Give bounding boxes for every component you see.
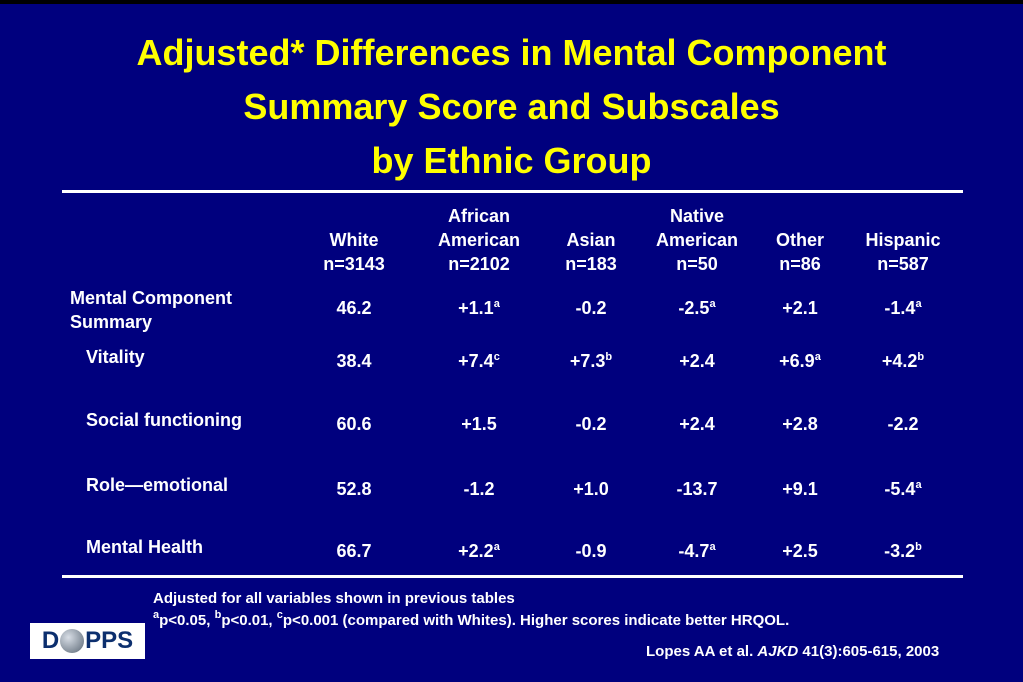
footnote-adjusted: Adjusted for all variables shown in prev… xyxy=(153,590,515,607)
table-cell: -2.2 xyxy=(887,414,919,434)
table-cell: 52.8 xyxy=(336,479,372,499)
column-n: n=587 xyxy=(877,254,929,274)
column-header: White n=3143 xyxy=(294,196,414,276)
significance-marker: b xyxy=(915,541,922,553)
citation-ref: 41(3):605-615, 2003 xyxy=(798,643,940,660)
column-name: Other xyxy=(775,230,824,250)
table-top-rule xyxy=(62,190,963,193)
significance-marker: a xyxy=(709,298,716,310)
significance-marker: a xyxy=(915,479,922,491)
column-n: n=2102 xyxy=(448,254,510,274)
row-label: Mental Health xyxy=(86,537,204,557)
sup-b: b xyxy=(214,609,222,621)
table-cell: +2.5 xyxy=(782,541,818,561)
title-line-2: Summary Score and Subscales xyxy=(243,86,780,127)
significance-marker: a xyxy=(493,541,500,553)
title-line-3: by Ethnic Group xyxy=(371,140,652,181)
column-header: Hispanic n=587 xyxy=(843,196,963,276)
significance-marker: a xyxy=(915,298,922,310)
table-cell: +2.1 xyxy=(782,298,818,318)
sig-c-text: p<0.001 (compared with Whites). Higher s… xyxy=(282,612,790,629)
significance-marker: b xyxy=(605,351,613,363)
column-name-line2: American xyxy=(655,230,739,250)
citation-journal: AJKD xyxy=(757,643,799,660)
table-cell: +1.5 xyxy=(461,414,497,434)
table-cell: +2.8 xyxy=(782,414,818,434)
table-bottom-rule xyxy=(62,575,963,578)
row-label: Vitality xyxy=(86,347,145,367)
sig-a-text: p<0.05, xyxy=(159,612,215,629)
table-cell: +7.3b xyxy=(569,351,613,371)
table-cell: +1.0 xyxy=(573,479,609,499)
column-header: Asian n=183 xyxy=(531,196,651,276)
table-cell: -1.4a xyxy=(884,298,922,318)
table-cell: -4.7a xyxy=(678,541,716,561)
table-cell: -3.2b xyxy=(884,541,922,561)
citation-authors: Lopes AA et al. xyxy=(646,643,758,660)
citation: Lopes AA et al. AJKD 41(3):605-615, 2003 xyxy=(646,643,939,660)
table-cell: -13.7 xyxy=(676,479,718,499)
row-label: Mental Component Summary xyxy=(70,288,232,332)
row-label: Role—emotional xyxy=(86,475,229,495)
column-n: n=183 xyxy=(565,254,617,274)
column-name: Hispanic xyxy=(865,230,941,250)
table-cell: 60.6 xyxy=(336,414,372,434)
table-cell: 66.7 xyxy=(336,541,372,561)
column-n: n=3143 xyxy=(323,254,385,274)
table-cell: +1.1a xyxy=(458,298,500,318)
table-cell: +9.1 xyxy=(782,479,818,499)
row-label: Social functioning xyxy=(86,410,242,430)
table-cell: -0.2 xyxy=(575,414,607,434)
sup-c: c xyxy=(276,609,283,621)
footnote-significance: ap<0.05, bp<0.01, cp<0.001 (compared wit… xyxy=(153,609,790,630)
column-name: Asian xyxy=(566,230,616,250)
significance-marker: a xyxy=(814,351,821,363)
column-n: n=86 xyxy=(779,254,821,274)
globe-icon xyxy=(60,629,85,653)
table-cell: +6.9a xyxy=(779,351,821,371)
column-name: White xyxy=(329,230,379,250)
slide-title: Adjusted* Differences in Mental Componen… xyxy=(0,26,1023,188)
table-cell: -0.2 xyxy=(575,298,607,318)
column-n: n=50 xyxy=(676,254,718,274)
table-cell: +4.2b xyxy=(881,351,925,371)
column-header: African American n=2102 xyxy=(419,196,539,276)
dopps-logo: D PPS xyxy=(30,623,145,659)
column-header: Native American n=50 xyxy=(637,196,757,276)
significance-marker: b xyxy=(917,351,925,363)
column-name: Native xyxy=(669,206,725,226)
column-name: African xyxy=(447,206,510,226)
title-line-1: Adjusted* Differences in Mental Componen… xyxy=(136,32,887,73)
table-cell: -5.4a xyxy=(884,479,922,499)
table-cell: +2.4 xyxy=(679,414,715,434)
sup-a: a xyxy=(153,609,160,621)
column-header: Other n=86 xyxy=(740,196,860,276)
significance-marker: a xyxy=(493,298,500,310)
table-cell: 46.2 xyxy=(336,298,372,318)
table-cell: -0.9 xyxy=(575,541,607,561)
top-border xyxy=(0,0,1023,4)
sig-b-text: p<0.01, xyxy=(221,612,277,629)
significance-marker: a xyxy=(709,541,716,553)
significance-marker: c xyxy=(493,351,500,363)
table-cell: -2.5a xyxy=(678,298,716,318)
table-cell: +7.4c xyxy=(458,351,500,371)
table-cell: +2.2a xyxy=(458,541,500,561)
table-cell: -1.2 xyxy=(463,479,495,499)
table-cell: 38.4 xyxy=(336,351,372,371)
table-cell: +2.4 xyxy=(679,351,715,371)
column-name-line2: American xyxy=(437,230,521,250)
